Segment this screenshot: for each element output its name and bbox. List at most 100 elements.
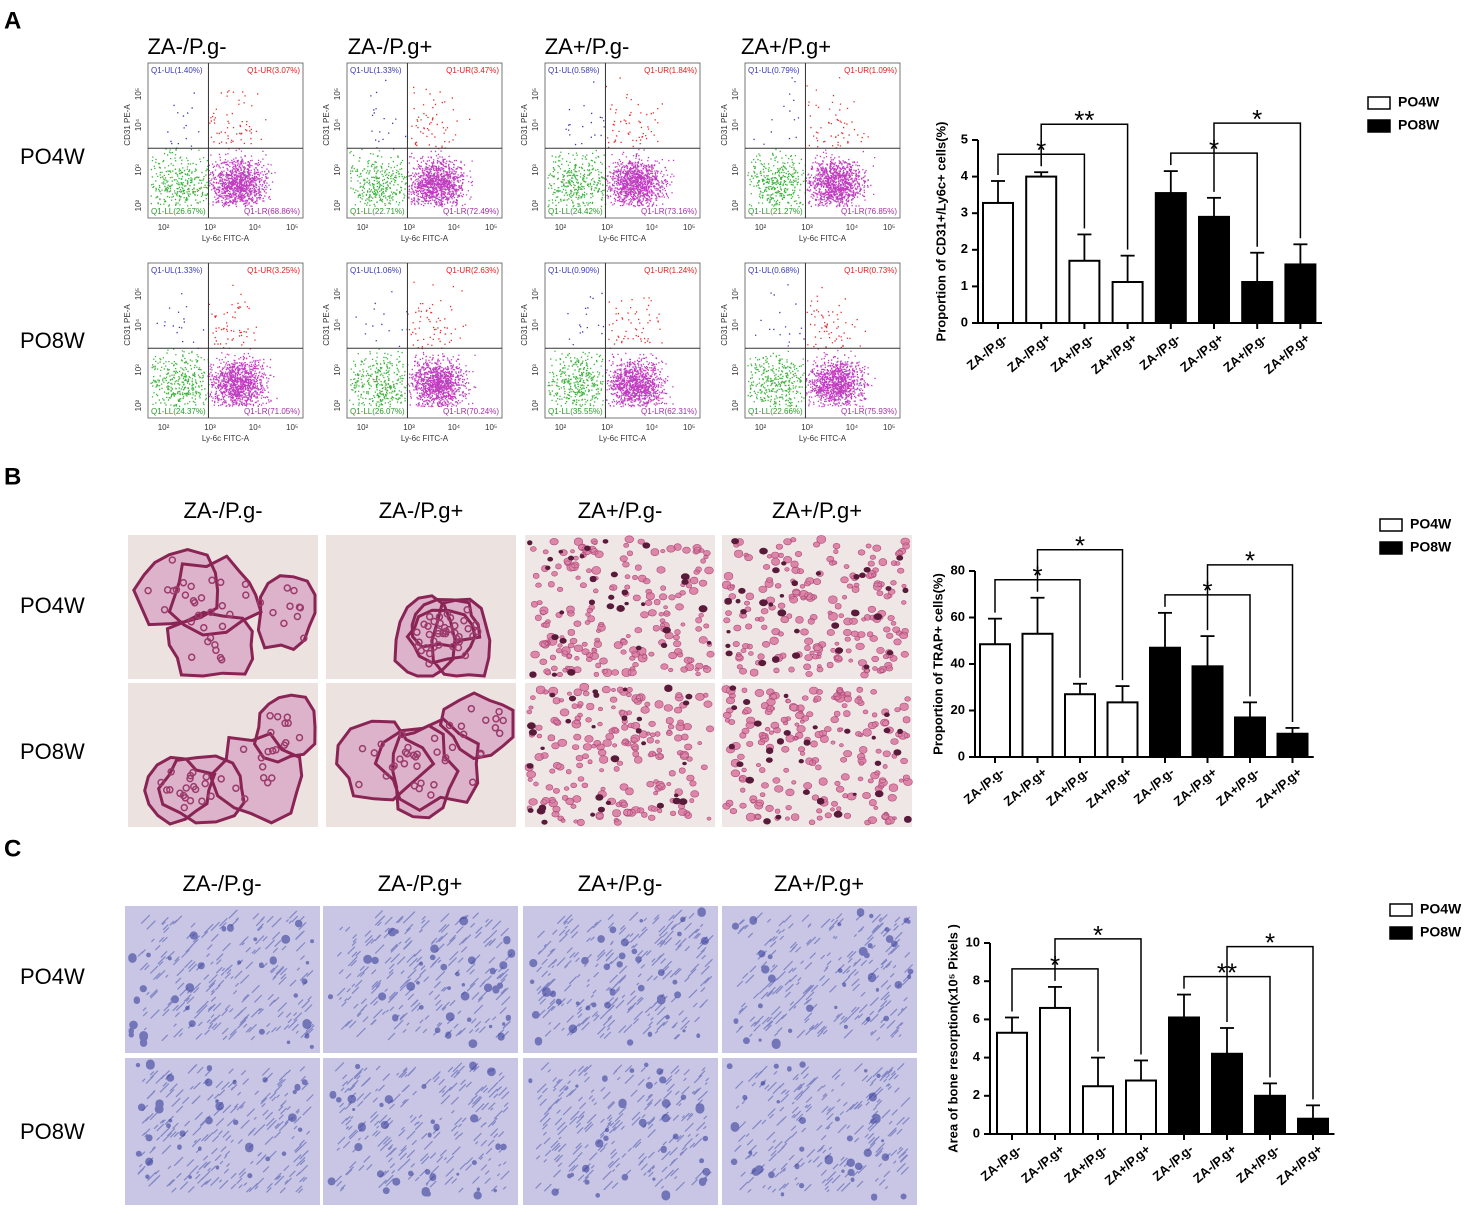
resorption-pits — [128, 919, 314, 1049]
quadrant-label: Q1-UL(1.06%) — [350, 266, 402, 275]
y-tick-label: 0 — [973, 1125, 980, 1140]
resorption-texture — [137, 909, 315, 1042]
column-title: ZA-/P.g- — [182, 871, 261, 896]
quadrant-label: Q1-UL(0.58%) — [548, 66, 600, 75]
bar — [1025, 175, 1058, 324]
panel-label: A — [4, 7, 21, 34]
significance-bracket — [1054, 938, 1142, 1055]
quadrant-label: Q1-LL(22.66%) — [748, 407, 803, 416]
resorption-texture — [535, 1062, 712, 1192]
legend-swatch — [1379, 518, 1403, 532]
legend-label: PO8W — [1410, 539, 1452, 555]
x-axis-label: Ly-6c FITC-A — [799, 234, 847, 243]
cells-dark — [728, 685, 912, 825]
panel-label: C — [4, 835, 21, 862]
x-tick-label: 10² — [555, 223, 567, 232]
y-tick-label: 10⁴ — [134, 318, 143, 331]
x-tick-label: ZA+/P.g+ — [1102, 1141, 1154, 1188]
bar — [1211, 1052, 1243, 1136]
cell-body — [132, 547, 317, 678]
bar — [1125, 1079, 1157, 1136]
quadrant-label: Q1-UR(3.47%) — [446, 66, 499, 75]
y-tick-label: 10⁴ — [333, 118, 342, 131]
quadrant-label: Q1-UL(1.33%) — [151, 266, 203, 275]
legend-swatch — [1367, 96, 1391, 110]
cells-dark — [527, 539, 712, 678]
bar — [1297, 1117, 1329, 1135]
y-tick-label: 10⁴ — [134, 118, 143, 131]
micrograph — [722, 1058, 917, 1205]
column-title: ZA+/P.g- — [578, 498, 663, 523]
cell-nuclei — [144, 556, 308, 664]
column-title: ZA-/P.g- — [183, 498, 262, 523]
bar — [1276, 732, 1309, 758]
bar — [1064, 693, 1096, 758]
bar — [1198, 215, 1230, 324]
significance-bracket — [1213, 122, 1302, 239]
x-axis-label: Ly-6c FITC-A — [599, 434, 647, 443]
flow-events — [605, 149, 675, 208]
quadrant-label: Q1-UR(1.09%) — [844, 66, 897, 75]
y-axis-label: Area of bone resorption(x10⁵ Pixels ) — [945, 924, 960, 1153]
y-tick-label: 40 — [951, 655, 965, 670]
x-tick-label: 10⁴ — [448, 423, 461, 432]
y-tick-label: 10⁵ — [333, 288, 342, 300]
y-axis-label: Proportion of TRAP+ cells(%) — [930, 573, 945, 755]
flow-plot-frame — [744, 262, 901, 419]
quadrant-label: Q1-LR(75.93%) — [841, 407, 897, 416]
x-tick-label: ZA-/P.g- — [978, 1141, 1025, 1183]
quadrant-label: Q1-LR(73.16%) — [641, 207, 697, 216]
bar — [1254, 1094, 1286, 1136]
resorption-texture — [735, 912, 914, 1041]
y-tick-label: 2 — [961, 241, 968, 256]
column-title: ZA+/P.g+ — [774, 871, 864, 896]
quadrant-label: Q1-UR(3.25%) — [247, 266, 300, 275]
x-axis-label: Ly-6c FITC-A — [599, 234, 647, 243]
micrograph — [323, 906, 518, 1053]
cell-body — [335, 691, 515, 820]
x-tick-label: 10⁴ — [249, 423, 262, 432]
y-axis-label: CD31 PE-A — [123, 104, 132, 146]
x-tick-label: 10⁴ — [448, 223, 461, 232]
y-tick-label: 10⁴ — [731, 118, 740, 131]
y-tick-label: 10⁴ — [531, 318, 540, 331]
y-tick-label: 10⁵ — [731, 88, 740, 100]
x-tick-label: 10³ — [801, 423, 813, 432]
y-tick-label: 0 — [961, 314, 968, 329]
flow-plot-frame — [147, 62, 304, 219]
bar — [1082, 1085, 1114, 1135]
row-label: PO4W — [20, 964, 85, 989]
x-tick-label: ZA-/P.g+ — [1001, 764, 1050, 809]
y-tick-label: 10² — [731, 199, 740, 211]
y-tick-label: 80 — [951, 562, 965, 577]
legend-label: PO4W — [1420, 901, 1462, 917]
x-tick-label: 10⁵ — [485, 223, 497, 232]
bar — [1111, 281, 1144, 324]
flow-plot-frame — [744, 62, 901, 219]
quadrant-label: Q1-UL(0.79%) — [748, 66, 800, 75]
x-tick-label: ZA-/P.g- — [1131, 764, 1178, 806]
flow-events — [805, 349, 876, 408]
x-tick-label: 10² — [357, 223, 369, 232]
cells — [722, 535, 910, 679]
x-tick-label: ZA+/P.g+ — [1274, 1141, 1326, 1188]
bar — [1154, 192, 1187, 324]
legend-swatch — [1367, 119, 1391, 133]
quadrant-label: Q1-LL(21.27%) — [748, 207, 803, 216]
y-tick-label: 10⁴ — [731, 318, 740, 331]
y-tick-label: 10² — [333, 199, 342, 211]
x-tick-label: ZA-/P.g- — [1136, 330, 1183, 372]
y-tick-label: 10² — [531, 199, 540, 211]
y-tick-label: 3 — [961, 205, 968, 220]
y-axis-label: CD31 PE-A — [322, 304, 331, 346]
y-tick-label: 10³ — [531, 164, 540, 176]
bar — [1149, 646, 1181, 758]
y-tick-label: 10⁴ — [531, 118, 540, 131]
quadrant-label: Q1-UL(0.68%) — [748, 266, 800, 275]
x-tick-label: 10⁴ — [846, 423, 859, 432]
x-tick-label: ZA+/P.g+ — [1083, 764, 1135, 811]
flow-events — [407, 150, 473, 208]
column-title: ZA-/P.g+ — [348, 34, 433, 59]
quadrant-label: Q1-LR(62.31%) — [641, 407, 697, 416]
row-label: PO8W — [20, 739, 85, 764]
